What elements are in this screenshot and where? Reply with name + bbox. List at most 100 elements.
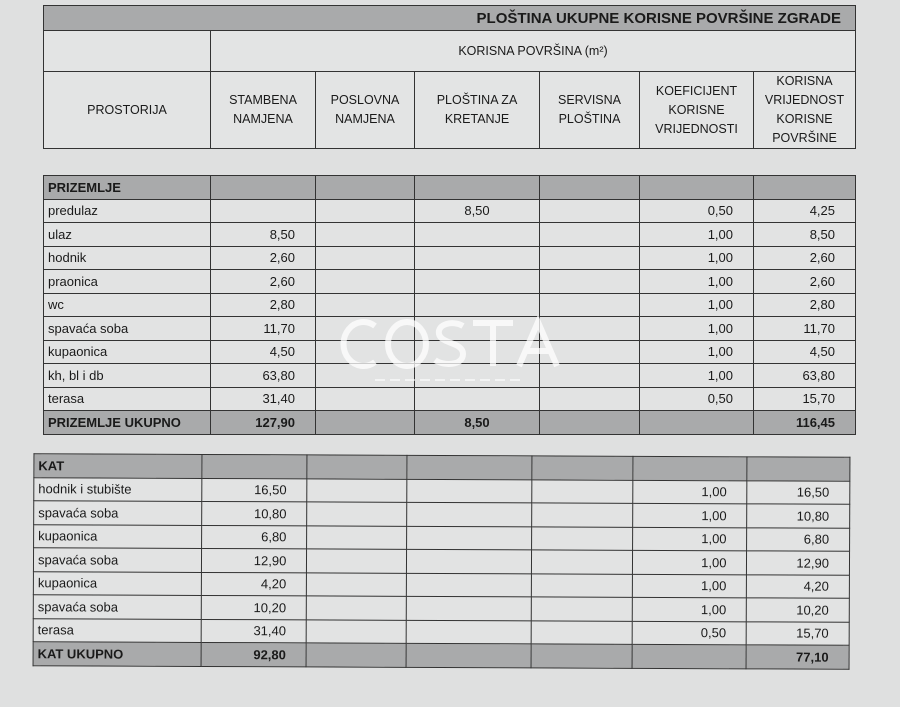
- cell-poslovna: [315, 198, 415, 223]
- row-label: wc: [43, 292, 211, 317]
- table-row: spavaća soba 12,90 1,00 12,90: [33, 547, 850, 575]
- cell-servisna: [532, 502, 633, 527]
- cell-kretanje: [406, 502, 533, 527]
- cell-koeficijent: [639, 410, 754, 435]
- cell-kretanje: [406, 596, 532, 621]
- cell-poslovna: [307, 478, 407, 503]
- row-label: ulaz: [43, 222, 211, 247]
- cell-kretanje: [414, 269, 540, 294]
- cell-stambena: 31,40: [210, 386, 316, 411]
- column-header-stambena: STAMBENA NAMJENA: [210, 71, 316, 149]
- cell-kretanje: [405, 619, 532, 644]
- cell-korisna-vrijednost: 2,60: [753, 245, 856, 270]
- cell-stambena: 2,80: [210, 292, 316, 317]
- cell-servisna: [531, 573, 633, 598]
- cell-kretanje: 8,50: [414, 410, 540, 435]
- table-row: kupaonica 6,80 1,00 6,80: [33, 524, 850, 552]
- column-header-kretanje: PLOŠTINA ZA KRETANJE: [414, 71, 540, 149]
- table-row: spavaća soba 10,20 1,00 10,20: [33, 594, 850, 622]
- table-row: ulaz 8,50 1,00 8,50: [43, 222, 856, 247]
- cell-kretanje: [406, 572, 532, 597]
- cell-kretanje: [414, 245, 540, 270]
- cell-stambena: [210, 198, 316, 223]
- row-label: praonica: [43, 269, 211, 294]
- row-label: KAT: [33, 453, 202, 478]
- cell-korisna-vrijednost: 77,10: [746, 644, 850, 669]
- cell-koeficijent: 1,00: [639, 316, 754, 341]
- cell-stambena: 2,60: [210, 269, 316, 294]
- cell-poslovna: [315, 339, 415, 364]
- cell-kretanje: [405, 643, 532, 668]
- cell-stambena: 12,90: [201, 548, 307, 573]
- row-label: hodnik: [43, 245, 211, 270]
- table-subtitle: KORISNA POVRŠINA (m²): [209, 30, 857, 72]
- cell-servisna: [539, 386, 640, 411]
- cell-koeficijent: 1,00: [639, 222, 754, 247]
- table-row: terasa 31,40 0,50 15,70: [43, 386, 856, 411]
- cell-kretanje: [414, 386, 540, 411]
- cell-korisna-vrijednost: 8,50: [753, 222, 856, 247]
- cell-korisna-vrijednost: 6,80: [747, 527, 850, 552]
- column-header-servisna: SERVISNA PLOŠTINA: [539, 71, 640, 149]
- row-label: PRIZEMLJE: [43, 175, 211, 200]
- cell-servisna: [539, 292, 640, 317]
- table-row: spavaća soba 11,70 1,00 11,70: [43, 316, 856, 341]
- cell-stambena: 2,60: [210, 245, 316, 270]
- cell-stambena: [210, 175, 316, 200]
- cell-koeficijent: 1,00: [639, 339, 754, 364]
- total-row: PRIZEMLJE UKUPNO 127,90 8,50 116,45: [43, 410, 856, 435]
- cell-korisna-vrijednost: 10,20: [746, 597, 850, 622]
- cell-korisna-vrijednost: 116,45: [753, 410, 856, 435]
- table-title: PLOŠTINA UKUPNE KORISNE POVRŠINE ZGRADE: [42, 5, 857, 31]
- row-label: KAT UKUPNO: [33, 641, 201, 666]
- cell-poslovna: [315, 175, 415, 200]
- cell-servisna: [531, 549, 633, 574]
- cell-koeficijent: 0,50: [632, 620, 747, 645]
- cell-koeficijent: 1,00: [632, 573, 747, 598]
- column-header-poslovna: POSLOVNA NAMJENA: [315, 71, 415, 149]
- table-row: wc 2,80 1,00 2,80: [43, 292, 856, 317]
- cell-poslovna: [315, 245, 415, 270]
- cell-stambena: 11,70: [210, 316, 316, 341]
- cell-stambena: 10,20: [201, 595, 307, 620]
- cell-servisna: [539, 245, 640, 270]
- cell-korisna-vrijednost: 11,70: [753, 316, 856, 341]
- cell-poslovna: [306, 619, 407, 644]
- cell-korisna-vrijednost: 2,60: [753, 269, 856, 294]
- cell-koeficijent: [631, 644, 747, 669]
- cell-korisna-vrijednost: [747, 456, 850, 481]
- cell-korisna-vrijednost: 2,80: [753, 292, 856, 317]
- cell-koeficijent: [632, 456, 748, 481]
- cell-stambena: 92,80: [200, 642, 307, 667]
- cell-poslovna: [315, 410, 415, 435]
- cell-servisna: [539, 316, 640, 341]
- cell-korisna-vrijednost: [753, 175, 856, 200]
- cell-korisna-vrijednost: 16,50: [747, 480, 850, 505]
- cell-kretanje: [414, 222, 540, 247]
- table-row: hodnik i stubište 16,50 1,00 16,50: [33, 477, 850, 505]
- cell-koeficijent: 1,00: [639, 363, 754, 388]
- cell-kretanje: [414, 175, 540, 200]
- row-label: spavaća soba: [43, 316, 211, 341]
- cell-poslovna: [307, 454, 407, 479]
- row-label: spavaća soba: [33, 547, 202, 572]
- cell-stambena: 31,40: [200, 618, 307, 643]
- cell-koeficijent: 1,00: [639, 292, 754, 317]
- table-row: praonica 2,60 1,00 2,60: [43, 269, 856, 294]
- cell-stambena: 10,80: [201, 501, 308, 526]
- cell-stambena: 4,20: [201, 571, 307, 596]
- row-label: PRIZEMLJE UKUPNO: [43, 410, 211, 435]
- cell-korisna-vrijednost: 4,25: [753, 198, 856, 223]
- cell-servisna: [532, 479, 633, 504]
- cell-servisna: [531, 643, 633, 668]
- row-label: terasa: [33, 618, 202, 643]
- table-row: spavaća soba 10,80 1,00 10,80: [33, 500, 850, 528]
- cell-servisna: [532, 455, 633, 480]
- cell-koeficijent: 1,00: [639, 245, 754, 270]
- cell-poslovna: [306, 548, 407, 573]
- cell-stambena: 4,50: [210, 339, 316, 364]
- cell-poslovna: [306, 572, 407, 597]
- cell-servisna: [539, 363, 640, 388]
- cell-servisna: [539, 222, 640, 247]
- section-header-row: KAT: [33, 453, 850, 481]
